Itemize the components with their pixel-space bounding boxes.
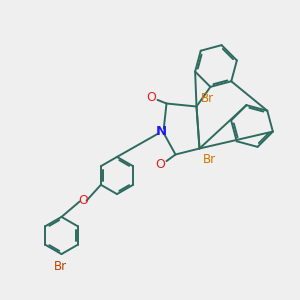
Text: Br: Br xyxy=(201,92,214,106)
Text: N: N xyxy=(156,125,167,138)
Text: O: O xyxy=(146,91,156,104)
Text: O: O xyxy=(155,158,165,171)
Text: Br: Br xyxy=(53,260,67,273)
Text: Br: Br xyxy=(202,153,216,167)
Text: O: O xyxy=(78,194,88,207)
